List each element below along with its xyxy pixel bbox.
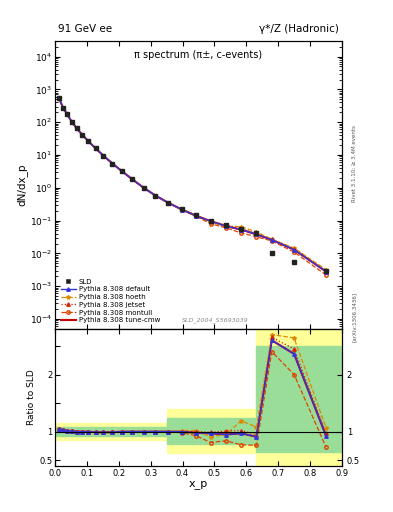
Polygon shape (55, 329, 342, 466)
Text: [arXiv:1306.3436]: [arXiv:1306.3436] (352, 292, 357, 343)
Text: SLD_2004_S5693039: SLD_2004_S5693039 (182, 317, 249, 323)
Polygon shape (55, 346, 342, 452)
Y-axis label: Ratio to SLD: Ratio to SLD (28, 370, 36, 425)
Text: 91 GeV ee: 91 GeV ee (58, 24, 112, 34)
Legend: SLD, Pythia 8.308 default, Pythia 8.308 hoeth, Pythia 8.308 jetset, Pythia 8.308: SLD, Pythia 8.308 default, Pythia 8.308 … (59, 276, 162, 325)
X-axis label: x_p: x_p (189, 479, 208, 489)
Y-axis label: dN/dx_p: dN/dx_p (16, 164, 27, 206)
Text: Rivet 3.1.10; ≥ 3.4M events: Rivet 3.1.10; ≥ 3.4M events (352, 125, 357, 202)
Text: γ*/Z (Hadronic): γ*/Z (Hadronic) (259, 24, 339, 34)
Text: π spectrum (π±, c-events): π spectrum (π±, c-events) (134, 50, 263, 59)
